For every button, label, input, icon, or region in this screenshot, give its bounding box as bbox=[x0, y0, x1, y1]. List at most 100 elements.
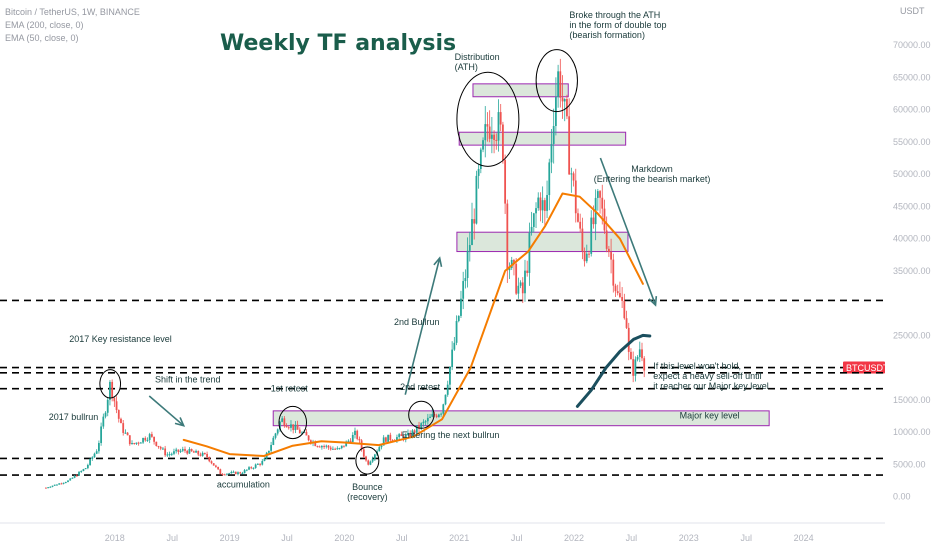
candle-body bbox=[380, 445, 383, 448]
candle-body bbox=[479, 149, 482, 169]
candle-body bbox=[519, 282, 522, 286]
annotation-line: Shift in the trend bbox=[155, 374, 221, 384]
annotation-line: Major key level bbox=[680, 411, 740, 421]
candle-body bbox=[590, 217, 593, 254]
candle-body bbox=[581, 228, 584, 252]
highlight-circle bbox=[408, 400, 435, 429]
candle-body bbox=[179, 450, 182, 452]
annotation-line: (Entering the bearish market) bbox=[594, 174, 711, 184]
x-tick-label: Jul bbox=[281, 533, 293, 543]
candle-body bbox=[219, 469, 222, 475]
candle-body bbox=[276, 429, 279, 434]
candle-body bbox=[504, 160, 507, 204]
candle-body bbox=[252, 467, 255, 469]
candle-body bbox=[267, 450, 270, 453]
chart-title: Weekly TF analysis bbox=[220, 31, 457, 56]
candle-body bbox=[162, 448, 164, 450]
candle-body bbox=[634, 359, 637, 376]
candle-body bbox=[188, 449, 191, 454]
zone-box bbox=[272, 410, 770, 427]
annotation-text: Broke through the ATH in the form of doub… bbox=[569, 10, 666, 40]
candle-body bbox=[58, 483, 61, 485]
candle-body bbox=[557, 71, 560, 98]
candle-body bbox=[155, 441, 158, 446]
candle-body bbox=[153, 436, 155, 442]
candle-body bbox=[351, 434, 354, 442]
annotation-line: 2nd Bullrun bbox=[394, 317, 440, 327]
candle-body bbox=[199, 454, 202, 456]
candle-body bbox=[67, 480, 69, 483]
candle-body bbox=[453, 342, 456, 350]
candle-body bbox=[86, 464, 89, 469]
candle-body bbox=[237, 472, 239, 475]
candle-body bbox=[221, 474, 224, 476]
annotation-line: (bearish formation) bbox=[569, 30, 645, 40]
candle-body bbox=[95, 451, 98, 454]
candle-body bbox=[181, 449, 184, 451]
x-tick-label: 2021 bbox=[449, 533, 469, 543]
candle-body bbox=[168, 454, 171, 456]
candle-body bbox=[93, 453, 96, 458]
y-tick-label: 60000.00 bbox=[893, 105, 931, 115]
candle-body bbox=[548, 162, 551, 196]
candle-body bbox=[484, 124, 487, 141]
candle-body bbox=[287, 427, 290, 429]
candle-body bbox=[568, 116, 571, 175]
candle-body bbox=[124, 432, 127, 434]
candle-body bbox=[47, 487, 50, 489]
candle-body bbox=[429, 416, 431, 418]
candle-body bbox=[71, 477, 74, 479]
candle-body bbox=[135, 442, 138, 444]
x-tick-label: 2023 bbox=[679, 533, 699, 543]
candle-body bbox=[524, 270, 526, 294]
candle-body bbox=[422, 421, 425, 424]
candle-body bbox=[144, 437, 147, 441]
trend-arrow-head bbox=[433, 256, 443, 267]
candle-body bbox=[530, 226, 533, 233]
annotation-line: (ATH) bbox=[455, 62, 478, 72]
y-tick-label: 65000.00 bbox=[893, 72, 931, 82]
candle-body bbox=[49, 486, 52, 488]
levels-layer: 30425.23BTCUSDT20014.5112:16:5119205.681… bbox=[0, 294, 932, 482]
candle-body bbox=[636, 357, 639, 360]
candle-body bbox=[133, 443, 136, 445]
candle-body bbox=[614, 285, 617, 292]
candle-body bbox=[228, 473, 231, 475]
candle-body bbox=[471, 219, 473, 246]
candle-body bbox=[98, 443, 100, 452]
ema50-line bbox=[182, 192, 644, 457]
candle-body bbox=[175, 449, 178, 452]
candle-body bbox=[51, 485, 54, 487]
candle-body bbox=[142, 437, 144, 443]
candle-body bbox=[250, 467, 253, 469]
candle-body bbox=[334, 448, 337, 450]
candle-body bbox=[449, 366, 451, 385]
x-tick-label: 2022 bbox=[564, 533, 584, 543]
candle-body bbox=[460, 298, 462, 316]
candle-body bbox=[80, 470, 83, 472]
candle-body bbox=[371, 458, 374, 462]
candle-body bbox=[601, 197, 604, 209]
candle-body bbox=[164, 448, 167, 456]
candle-body bbox=[173, 451, 175, 454]
ema-layer bbox=[182, 192, 652, 457]
y-tick-label: 45000.00 bbox=[893, 201, 931, 211]
candle-body bbox=[493, 134, 495, 140]
annotation-text: 2nd Bullrun bbox=[394, 317, 440, 327]
candle-body bbox=[343, 445, 345, 447]
x-tick-label: Jul bbox=[166, 533, 178, 543]
candle-body bbox=[407, 432, 409, 435]
candle-body bbox=[550, 143, 553, 163]
candle-body bbox=[468, 245, 471, 251]
candle-body bbox=[499, 112, 502, 125]
candle-body bbox=[285, 425, 288, 428]
annotation-text: Bounce (recovery) bbox=[347, 482, 388, 502]
candle-body bbox=[234, 471, 237, 475]
zone-box bbox=[458, 131, 627, 146]
candle-body bbox=[517, 285, 520, 294]
candle-body bbox=[301, 432, 303, 434]
annotation-text: If this level won't hold, expect a heavy … bbox=[653, 361, 769, 391]
highlight-circle bbox=[278, 405, 308, 440]
